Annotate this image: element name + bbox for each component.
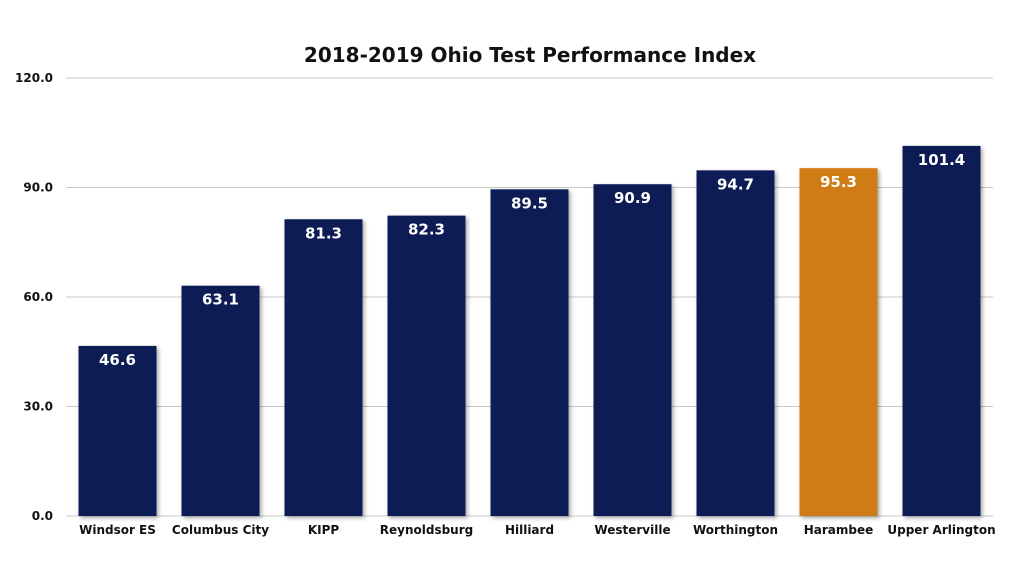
data-labels: 46.6 63.1 81.3 82.3 89.5 90.9 94.7 95.3 101.4	[99, 151, 965, 369]
bar-harambee	[799, 168, 878, 516]
chart-title: 2018-2019 Ohio Test Performance Index	[304, 43, 756, 67]
data-label: 90.9	[614, 189, 651, 207]
y-tick-label: 60.0	[23, 290, 53, 304]
bar-upper-arlington	[902, 145, 981, 516]
y-tick-label: 120.0	[15, 71, 53, 85]
x-tick-label: Westerville	[594, 523, 670, 537]
y-tick-label: 90.0	[23, 181, 53, 195]
data-label: 94.7	[717, 175, 754, 193]
data-label: 46.6	[99, 351, 136, 369]
data-label: 95.3	[820, 173, 857, 191]
y-axis-ticks: 0.0 30.0 60.0 90.0 120.0	[15, 71, 53, 523]
data-label: 81.3	[305, 224, 342, 242]
data-label: 63.1	[202, 291, 239, 309]
bars	[78, 145, 981, 517]
x-tick-label: Hilliard	[505, 523, 554, 537]
x-tick-label: Harambee	[804, 523, 874, 537]
bar-reynoldsburg	[387, 215, 466, 517]
bar-windsor-es	[78, 345, 157, 516]
bar-worthington	[696, 170, 775, 516]
x-axis-ticks: Windsor ES Columbus City KIPP Reynoldsburg H…	[79, 523, 996, 537]
bar-hilliard	[490, 189, 569, 516]
y-tick-label: 0.0	[32, 509, 53, 523]
y-tick-label: 30.0	[23, 400, 53, 414]
x-tick-label: Windsor ES	[79, 523, 156, 537]
data-label: 101.4	[918, 151, 965, 169]
x-tick-label: Upper Arlington	[887, 523, 995, 537]
bar-columbus-city	[181, 285, 260, 516]
data-label: 82.3	[408, 221, 445, 239]
bar-kipp	[284, 219, 363, 516]
x-tick-label: Columbus City	[172, 523, 269, 537]
x-tick-label: Reynoldsburg	[380, 523, 473, 537]
x-tick-label: KIPP	[308, 523, 340, 537]
data-label: 89.5	[511, 194, 548, 212]
bar-westerville	[593, 184, 672, 516]
x-tick-label: Worthington	[693, 523, 778, 537]
